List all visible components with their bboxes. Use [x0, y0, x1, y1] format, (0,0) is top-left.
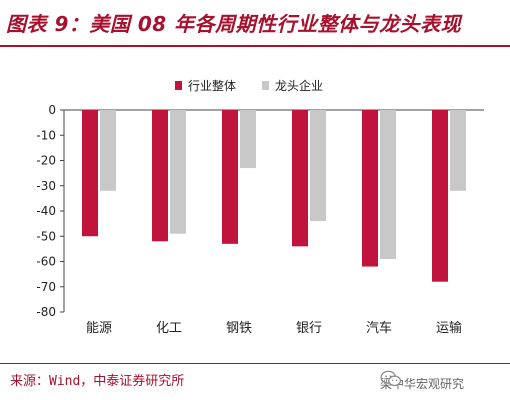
bar-leader [240, 110, 256, 169]
x-tick-label: 化工 [156, 321, 182, 336]
bar-industry [292, 110, 308, 247]
x-tick-label: 能源 [86, 321, 112, 336]
y-tick-label: -60 [36, 255, 56, 269]
y-tick-label: -80 [36, 305, 56, 319]
y-tick-label: -10 [36, 128, 56, 142]
bar-industry [222, 110, 238, 244]
y-tick-label: 0 [48, 103, 56, 117]
legend-swatch [175, 81, 182, 90]
wechat-icon [380, 370, 402, 387]
bar-industry [152, 110, 168, 242]
bar-industry [432, 110, 448, 282]
legend-swatch [262, 81, 269, 90]
bar-leader [450, 110, 466, 191]
bar-leader [310, 110, 326, 222]
bar-leader [170, 110, 186, 234]
y-tick-label: -20 [36, 154, 56, 168]
x-tick-label: 汽车 [366, 320, 392, 336]
x-tick-label: 运输 [436, 320, 462, 336]
source-rule [0, 363, 510, 364]
title-underline [0, 45, 510, 47]
bar-industry [82, 110, 98, 237]
watermark: 梁中华宏观研究 [380, 370, 464, 396]
y-tick-label: -40 [36, 204, 56, 218]
y-tick-label: -30 [36, 179, 56, 193]
legend-label: 龙头企业 [275, 78, 323, 93]
figure-title: 图表 9：美国 08 年各周期性行业整体与龙头表现 [6, 12, 462, 36]
x-tick-label: 钢铁 [226, 321, 252, 336]
y-tick-label: -70 [36, 280, 56, 294]
bar-chart: 0 -10 -20 -30 -40 -50 -60 -70 -80 能源 化工 钢铁 银行 汽车 运输 行业整… [36, 78, 484, 336]
bar-leader [100, 110, 116, 191]
x-tick-label: 银行 [296, 321, 322, 336]
bar-leader [380, 110, 396, 259]
legend-label: 行业整体 [188, 78, 236, 93]
source-note: 来源：Wind，中泰证券研究所 [10, 374, 185, 389]
bar-industry [362, 110, 378, 267]
y-tick-label: -50 [36, 229, 56, 243]
